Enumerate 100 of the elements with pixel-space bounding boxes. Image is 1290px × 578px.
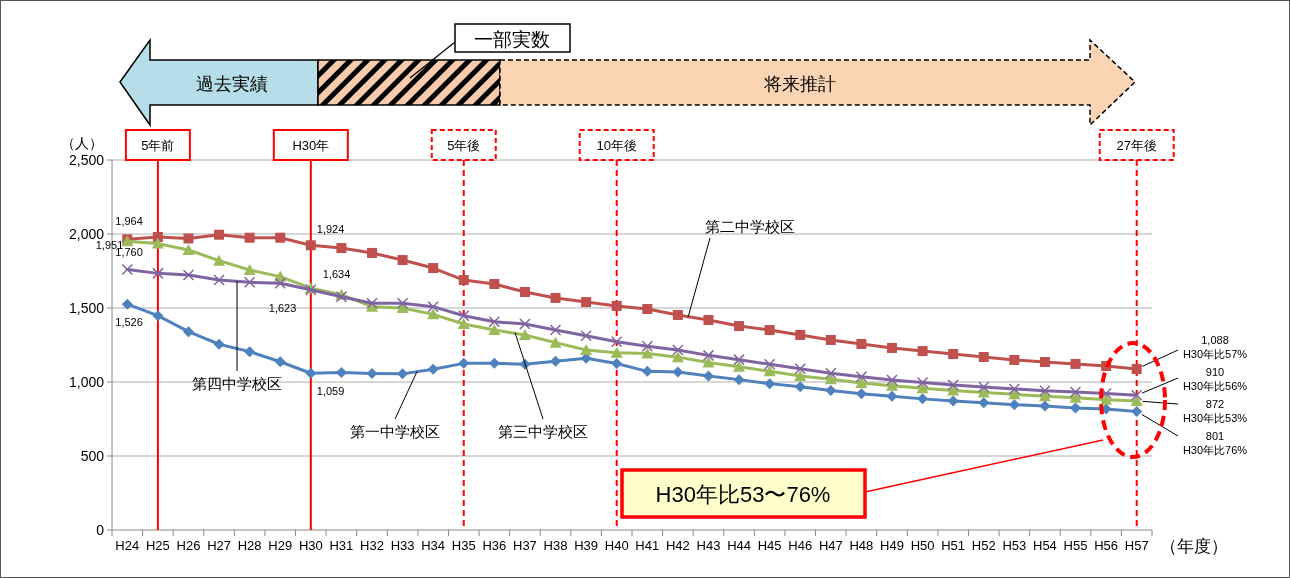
point <box>947 379 959 391</box>
point <box>243 263 256 275</box>
point <box>213 338 225 350</box>
x-tick-label: H33 <box>390 538 415 553</box>
x-tick-label: H28 <box>237 538 262 553</box>
text: 将来推計 <box>763 74 836 94</box>
point <box>856 338 867 349</box>
point <box>763 365 776 377</box>
point <box>641 365 653 377</box>
x-tick-label: H38 <box>543 538 568 553</box>
point <box>457 317 470 329</box>
point <box>580 344 593 356</box>
point <box>274 277 286 290</box>
x-tick-label: H24 <box>115 538 140 553</box>
point <box>825 367 837 380</box>
point <box>641 340 654 353</box>
x-tick-label: H25 <box>145 538 170 553</box>
point <box>121 263 134 276</box>
point <box>978 381 990 393</box>
point <box>764 378 776 390</box>
point <box>1008 383 1021 395</box>
point <box>1131 405 1143 417</box>
point <box>671 351 684 363</box>
point <box>733 353 745 366</box>
x-tick-label: H34 <box>421 538 446 553</box>
point <box>1039 400 1051 412</box>
point <box>152 267 164 280</box>
point <box>886 374 898 386</box>
point <box>641 347 654 359</box>
point <box>764 325 775 336</box>
point <box>213 274 225 286</box>
point <box>978 397 990 409</box>
y-tick-label: 0 <box>96 522 105 538</box>
y-tick-label: 2,000 <box>68 226 105 242</box>
point <box>244 232 255 243</box>
x-tick-label: H35 <box>451 538 476 553</box>
ref-line-label: 5年後 <box>447 138 481 153</box>
point <box>611 300 622 311</box>
x-tick-label: H26 <box>176 538 201 553</box>
point <box>183 233 194 244</box>
point <box>1070 358 1081 369</box>
text: 第二中学校区 <box>705 218 795 235</box>
point <box>1039 384 1051 397</box>
point <box>581 297 592 308</box>
data-label: 1,623 <box>268 301 297 314</box>
point <box>794 363 806 375</box>
point <box>825 334 836 345</box>
point <box>397 255 408 266</box>
ref-line-label: H30年 <box>292 138 330 153</box>
point <box>611 358 623 369</box>
x-tick-label: H43 <box>696 538 721 553</box>
point <box>274 356 286 368</box>
x-tick-label: H46 <box>788 538 813 553</box>
point <box>763 358 776 370</box>
x-tick-label: H32 <box>360 538 384 553</box>
point <box>549 336 562 348</box>
point <box>855 371 868 383</box>
text: 第三中学校区 <box>498 423 588 440</box>
data-label: 910 H30年比56% <box>1182 366 1248 393</box>
x-tick-label: H53 <box>1002 538 1027 553</box>
x-tick-label: H49 <box>880 538 904 553</box>
point <box>243 276 256 288</box>
point <box>610 346 623 358</box>
point <box>672 344 684 356</box>
y-axis-title: （人） <box>61 135 103 151</box>
point <box>672 309 683 320</box>
point <box>336 243 347 254</box>
x-tick-label: H48 <box>849 538 874 553</box>
point <box>886 390 898 402</box>
y-tick-label: 500 <box>80 448 105 464</box>
point <box>488 316 501 328</box>
x-tick-label: H55 <box>1063 538 1088 553</box>
point <box>427 300 439 313</box>
x-tick-label: H37 <box>513 538 537 553</box>
point <box>182 269 195 281</box>
data-label: 1,059 <box>316 385 345 398</box>
point <box>428 263 439 274</box>
point <box>305 240 316 251</box>
ref-line-label: 10年後 <box>596 138 637 153</box>
data-label: 801 H30年比76% <box>1182 430 1248 457</box>
point <box>978 351 989 362</box>
x-tick-label: H45 <box>757 538 782 553</box>
point <box>121 298 133 310</box>
point <box>458 309 470 322</box>
point <box>213 254 226 266</box>
text: 過去実績 <box>196 74 268 94</box>
point <box>795 329 806 340</box>
point <box>397 368 409 380</box>
data-label: 1,526 <box>115 316 143 329</box>
data-label: 1,088 H30年比57% <box>1182 334 1248 361</box>
point <box>610 335 623 348</box>
ref-line-label: 27年後 <box>1116 138 1157 153</box>
point <box>152 310 164 322</box>
point <box>1069 386 1082 398</box>
point <box>367 247 377 258</box>
x-tick-label: H56 <box>1094 538 1119 553</box>
data-label: 872 H30年比53% <box>1182 398 1248 425</box>
point <box>458 357 470 369</box>
point <box>275 232 286 243</box>
point <box>427 363 439 375</box>
